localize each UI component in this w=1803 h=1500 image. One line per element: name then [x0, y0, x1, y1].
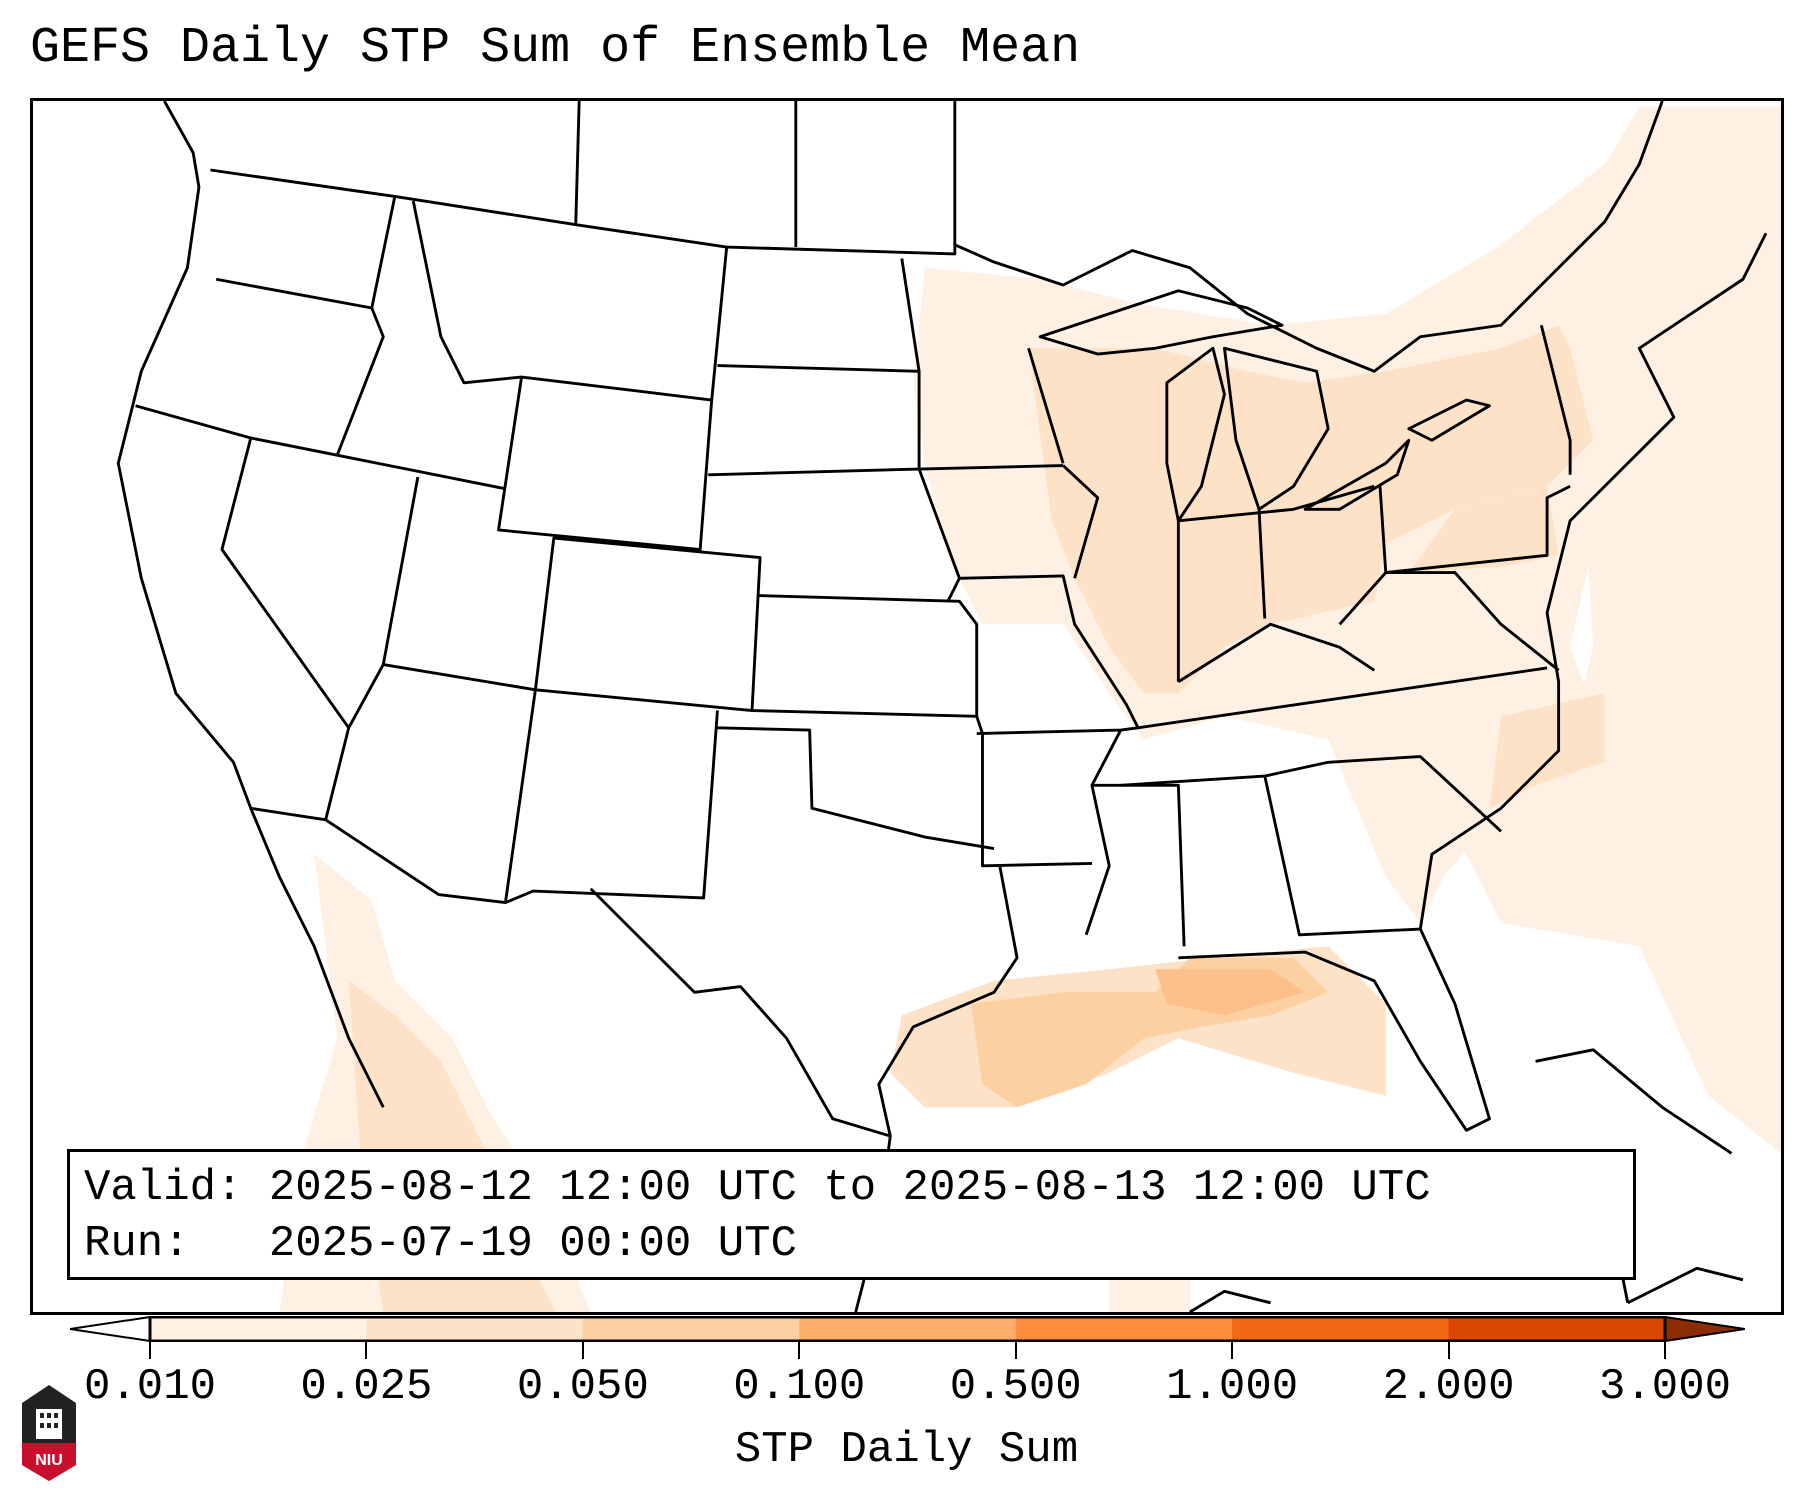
colorbar-tick [1014, 1341, 1017, 1359]
colorbar-tick [798, 1341, 801, 1359]
colorbar-tick [149, 1341, 151, 1359]
niu-logo: NIU [22, 1385, 76, 1481]
colorbar-segment [1015, 1317, 1233, 1341]
colorbar-tick-label: 0.010 [83, 1362, 217, 1412]
colorbar [70, 1316, 1745, 1342]
run-time: 2025-07-19 00:00 UTC [268, 1219, 797, 1269]
svg-text:NIU: NIU [35, 1452, 63, 1469]
colorbar-tick-label: 0.025 [300, 1362, 433, 1412]
colorbar-segment [582, 1317, 800, 1341]
colorbar-under-extension [70, 1316, 151, 1342]
colorbar-over-extension [1664, 1316, 1745, 1342]
valid-run-info-box: Valid: 2025-08-12 12:00 UTC to 2025-08-1… [67, 1149, 1636, 1280]
state-boundaries [116, 101, 1768, 1312]
colorbar-segment [799, 1317, 1017, 1341]
colorbar-segment [150, 1317, 367, 1341]
colorbar-tick [1447, 1341, 1450, 1359]
colorbar-tick-label: 0.100 [733, 1362, 866, 1412]
colorbar-label-text: STP Daily Sum [734, 1425, 1079, 1475]
us-map [116, 101, 1781, 1312]
colorbar-tick-label: 3.000 [1598, 1362, 1732, 1412]
colorbar-label: STP Daily Sum [0, 1425, 1803, 1475]
colorbar-tick-label: 0.050 [516, 1362, 649, 1412]
colorbar-tick [1231, 1341, 1234, 1359]
stp-shading [279, 106, 1781, 1312]
colorbar-tick [1664, 1341, 1666, 1359]
colorbar-segment [1232, 1317, 1450, 1341]
valid-range: 2025-08-12 12:00 UTC to 2025-08-13 12:00… [268, 1163, 1431, 1213]
colorbar-tick-label: 1.000 [1166, 1362, 1299, 1412]
map-panel [30, 98, 1784, 1315]
colorbar-segment [1448, 1317, 1666, 1341]
map-title: GEFS Daily STP Sum of Ensemble Mean [30, 20, 1081, 77]
colorbar-tick [365, 1341, 368, 1359]
colorbar-tick-label: 2.000 [1382, 1362, 1515, 1412]
colorbar-tick [581, 1341, 584, 1359]
run-label: Run: [84, 1219, 190, 1269]
valid-label: Valid: [84, 1163, 243, 1213]
colorbar-tick-label: 0.500 [949, 1362, 1082, 1412]
colorbar-segment [366, 1317, 584, 1341]
